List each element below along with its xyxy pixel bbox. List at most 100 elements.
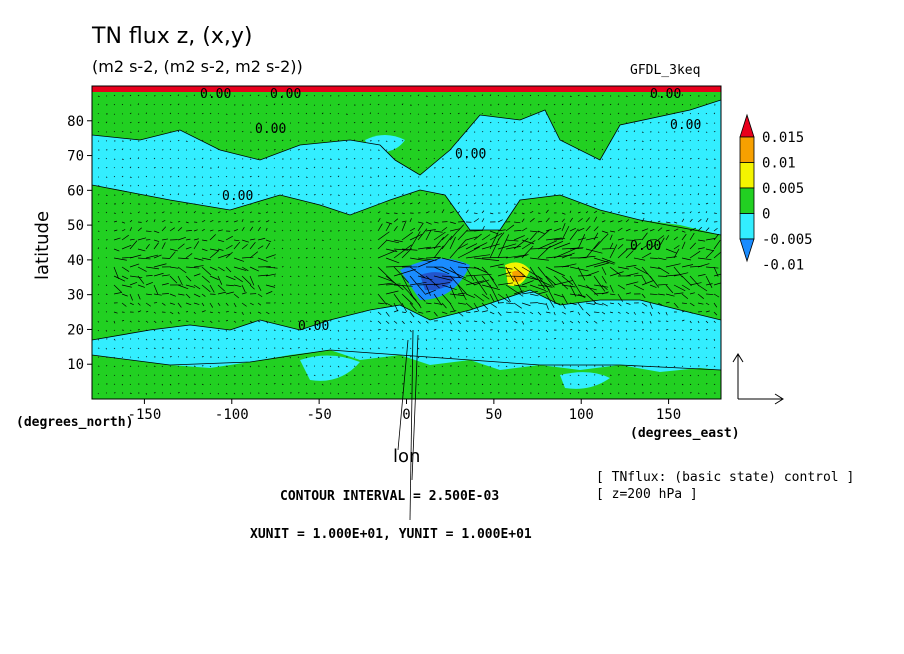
flux-vector bbox=[121, 383, 123, 386]
flux-vector bbox=[641, 158, 643, 160]
flux-vector bbox=[153, 272, 164, 277]
flux-vector bbox=[321, 383, 324, 386]
flux-vector bbox=[257, 302, 262, 306]
flux-vector bbox=[625, 356, 628, 359]
flux-vector bbox=[521, 103, 524, 106]
flux-vector bbox=[457, 130, 460, 133]
y-tick-label: 50 bbox=[67, 218, 84, 234]
flux-vector bbox=[537, 166, 540, 169]
flux-vector bbox=[569, 193, 572, 196]
flux-vector bbox=[529, 157, 532, 160]
flux-vector bbox=[281, 275, 283, 278]
flux-vector bbox=[417, 166, 420, 169]
flux-vector bbox=[513, 157, 516, 160]
flux-vector bbox=[601, 220, 606, 223]
flux-vector bbox=[201, 266, 212, 276]
flux-vector bbox=[265, 121, 268, 124]
flux-vector bbox=[657, 220, 661, 223]
flux-vector bbox=[377, 356, 380, 359]
flux-vector bbox=[473, 266, 488, 274]
flux-vector bbox=[705, 194, 708, 196]
flux-vector bbox=[521, 320, 525, 325]
flux-vector bbox=[161, 226, 167, 232]
flux-vector bbox=[201, 284, 211, 293]
flux-vector bbox=[561, 140, 564, 142]
flux-vector bbox=[369, 338, 372, 341]
flux-vector bbox=[617, 122, 620, 124]
flux-vector bbox=[481, 112, 483, 115]
flux-vector bbox=[713, 185, 716, 187]
flux-vector bbox=[201, 356, 204, 358]
flux-vector bbox=[689, 158, 692, 160]
flux-vector bbox=[665, 263, 681, 268]
flux-vector bbox=[601, 94, 604, 97]
flux-vector bbox=[233, 239, 240, 242]
flux-vector bbox=[609, 193, 612, 196]
flux-vector bbox=[393, 293, 403, 306]
flux-vector bbox=[225, 211, 227, 214]
flux-vector bbox=[113, 130, 116, 133]
flux-vector bbox=[177, 113, 179, 115]
flux-vector bbox=[681, 302, 687, 304]
flux-vector bbox=[425, 320, 429, 324]
flux-vector bbox=[337, 139, 340, 142]
flux-vector bbox=[545, 237, 562, 241]
flux-vector bbox=[233, 220, 238, 223]
flux-vector bbox=[505, 113, 508, 115]
flux-vector bbox=[657, 266, 670, 275]
x-tick-label: 0 bbox=[402, 407, 410, 423]
flux-vector bbox=[153, 239, 160, 242]
flux-vector bbox=[369, 211, 371, 214]
flux-vector bbox=[665, 374, 668, 377]
flux-vector bbox=[193, 238, 199, 241]
flux-vector bbox=[433, 302, 443, 305]
flux-vector bbox=[233, 302, 237, 308]
flux-vector bbox=[361, 247, 364, 250]
flux-vector bbox=[441, 284, 457, 291]
flux-vector bbox=[537, 245, 551, 259]
flux-vector bbox=[705, 227, 710, 232]
flux-vector bbox=[465, 236, 478, 241]
flux-vector bbox=[449, 329, 453, 332]
flux-vector bbox=[401, 103, 404, 106]
flux-vector bbox=[273, 383, 276, 385]
flux-vector bbox=[705, 217, 709, 223]
flux-vector bbox=[625, 211, 628, 214]
flux-vector bbox=[609, 220, 614, 223]
flux-vector bbox=[353, 275, 356, 278]
flux-vector bbox=[273, 320, 276, 322]
flux-vector bbox=[377, 293, 387, 305]
flux-vector bbox=[585, 140, 587, 142]
flux-vector bbox=[689, 374, 692, 377]
flux-vector bbox=[433, 356, 436, 358]
flux-vector bbox=[529, 320, 533, 322]
flux-vector bbox=[193, 193, 196, 196]
flux-vector bbox=[153, 365, 156, 368]
flux-vector bbox=[265, 130, 268, 133]
flux-vector bbox=[593, 311, 600, 313]
flux-vector bbox=[713, 338, 716, 341]
flux-vector bbox=[121, 229, 126, 232]
flux-vector bbox=[345, 383, 348, 385]
flux-vector bbox=[257, 193, 260, 196]
flux-vector bbox=[369, 122, 372, 124]
flux-vector bbox=[513, 237, 529, 250]
flux-vector bbox=[449, 239, 467, 259]
flux-vector bbox=[97, 131, 100, 133]
flux-vector bbox=[641, 383, 644, 386]
flux-vector bbox=[353, 392, 356, 395]
flux-vector bbox=[473, 279, 490, 286]
flux-vector bbox=[257, 112, 259, 115]
flux-vector bbox=[697, 320, 700, 324]
flux-vector bbox=[689, 320, 692, 324]
flux-vector bbox=[257, 338, 260, 341]
flux-vector bbox=[121, 221, 126, 224]
flux-vector bbox=[121, 130, 124, 133]
flux-vector bbox=[689, 383, 692, 386]
flux-vector bbox=[249, 347, 252, 349]
flux-vector bbox=[697, 329, 700, 331]
flux-vector bbox=[193, 320, 195, 323]
flux-vector bbox=[433, 121, 436, 124]
flux-vector bbox=[361, 139, 364, 142]
flux-vector bbox=[433, 365, 436, 368]
